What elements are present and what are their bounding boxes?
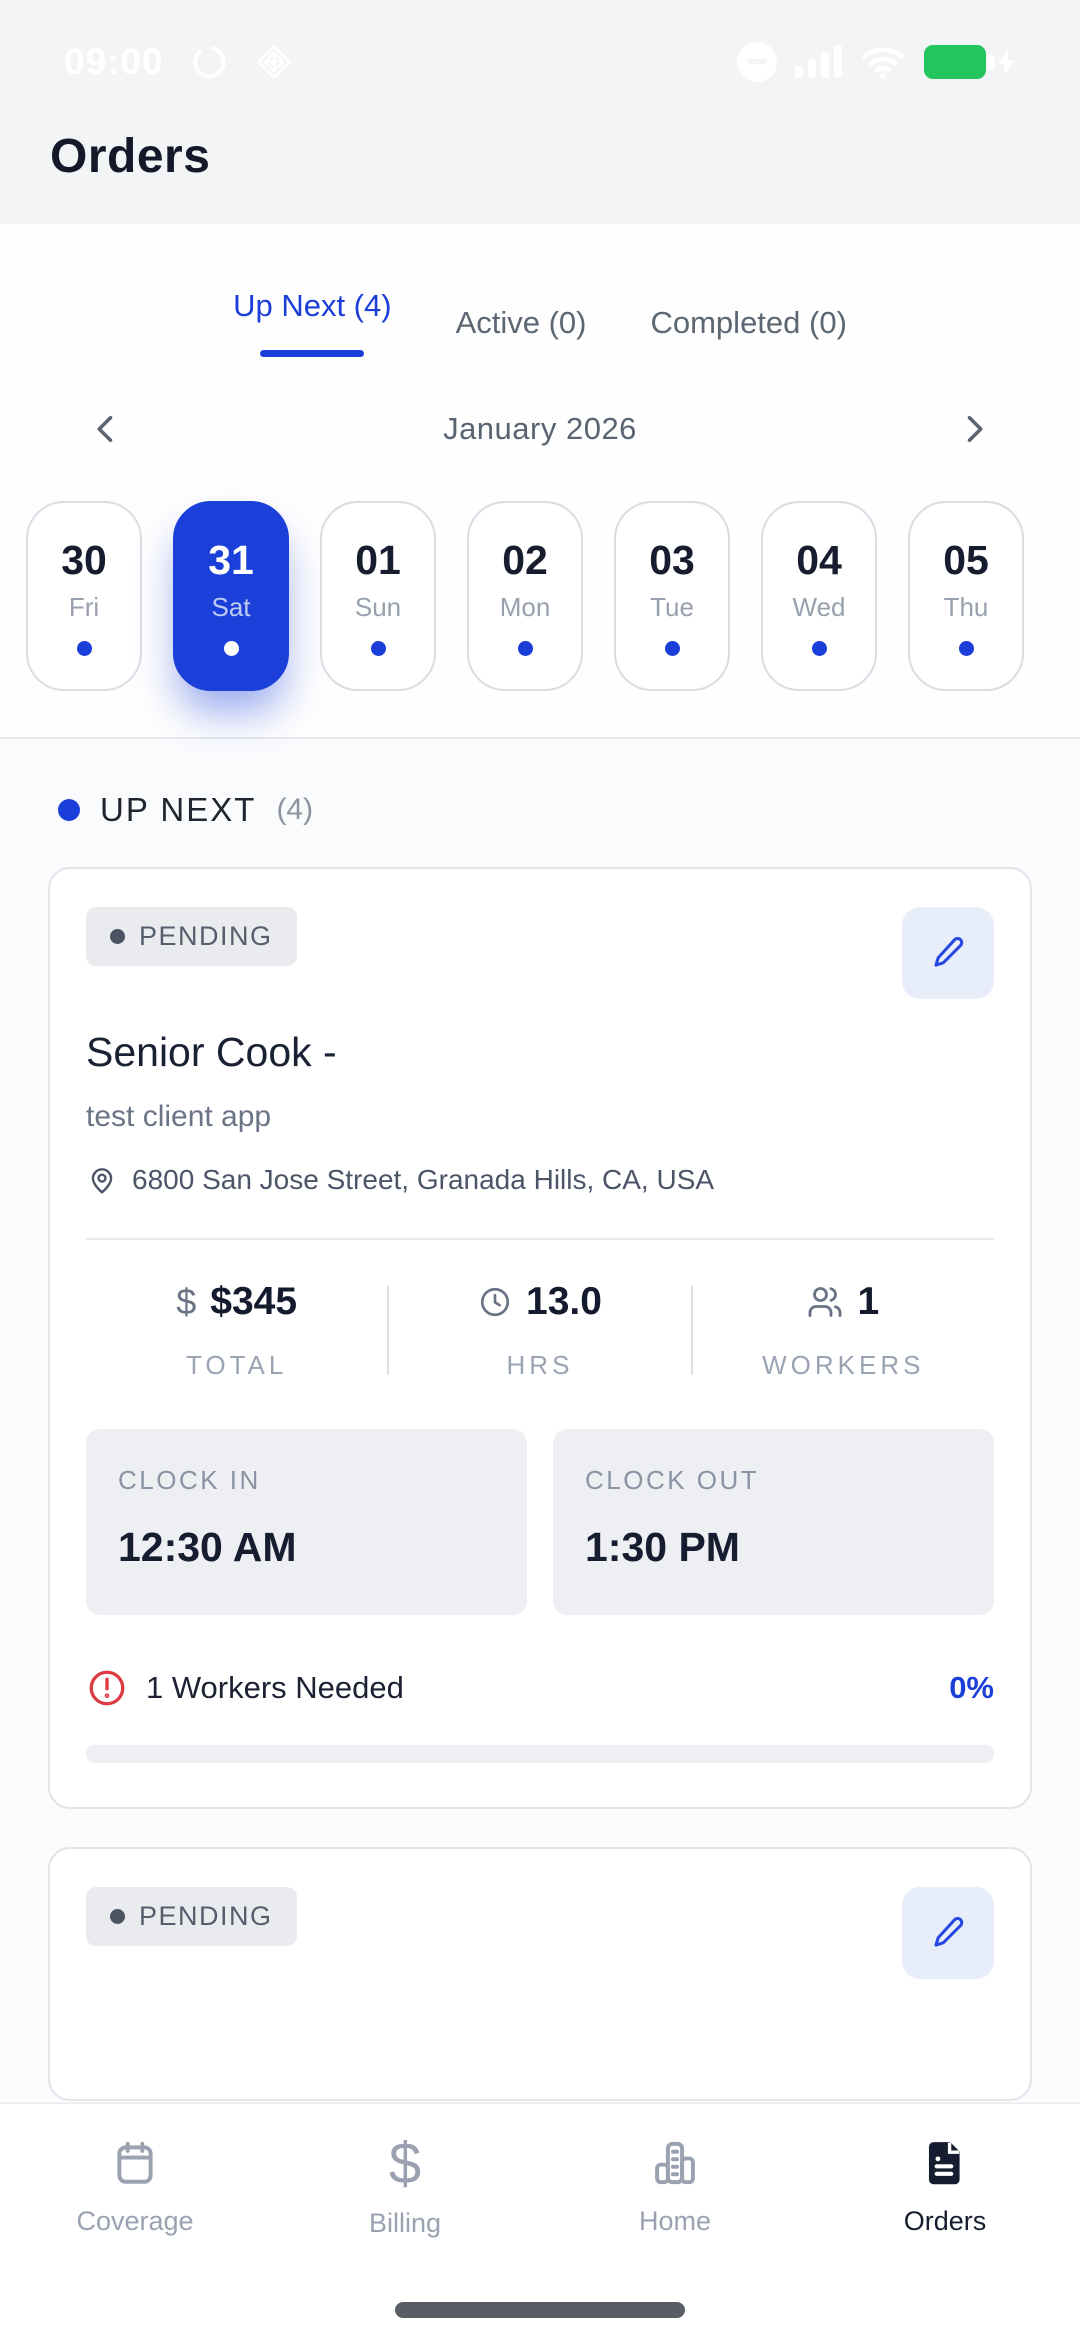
section-dot-icon [58,799,80,821]
clock-times: CLOCK IN 12:30 AM CLOCK OUT 1:30 PM [86,1429,994,1615]
edit-order-button[interactable] [902,907,994,999]
battery-icon [924,44,1022,79]
stat-hours: 13.0 HRS [389,1280,690,1381]
status-dot-icon [110,1909,125,1924]
status-dot-icon [110,929,125,944]
clock-out-box: CLOCK OUT 1:30 PM [553,1429,994,1615]
order-title: Senior Cook - [86,1029,337,1075]
status-badge: PENDING [86,1887,297,1946]
nav-item-billing[interactable]: $ Billing [270,2131,540,2340]
signal-icon [795,45,842,78]
billing-dollar-icon: $ [388,2131,422,2196]
has-orders-dot [517,640,533,656]
date-card-30-fri[interactable]: 30 Fri [26,501,142,691]
edit-order-button[interactable] [902,1887,994,1979]
stat-workers: 1 WORKERS [762,1280,925,1380]
orders-list: UP NEXT (4) PENDING Senior Cook - test c… [0,737,1080,2101]
fill-progress-bar [86,1745,994,1763]
month-navigator: January 2026 [0,411,1080,447]
section-header: UP NEXT (4) [48,791,1032,829]
loader-icon [190,43,228,81]
stat-separator [690,1286,693,1375]
stat-separator [387,1286,390,1375]
has-orders-dot [958,640,974,656]
home-building-icon [655,2141,695,2185]
has-orders-dot [664,640,680,656]
wifi-icon [860,43,906,81]
date-card-03-tue[interactable]: 03 Tue [614,501,730,691]
home-indicator[interactable] [395,2302,685,2318]
location-pin-icon [91,1168,113,1194]
date-card-02-mon[interactable]: 02 Mon [467,501,583,691]
order-location: 6800 San Jose Street, Granada Hills, CA,… [86,1164,994,1196]
has-orders-dot [223,640,239,656]
order-card[interactable]: PENDING Senior Cook - test client app 68… [48,867,1032,1809]
clock-time: 09:00 [64,40,164,82]
section-count: (4) [276,793,314,826]
nav-item-home[interactable]: Home [540,2138,810,2340]
workers-needed-row: 1 Workers Needed 0% [86,1667,994,1709]
prev-month-button[interactable] [88,411,124,447]
next-month-button[interactable] [956,411,992,447]
has-orders-dot [811,640,827,656]
workers-icon [809,1287,842,1317]
page-title: Orders [50,130,211,183]
clock-icon [480,1287,510,1317]
date-card-01-sun[interactable]: 01 Sun [320,501,436,691]
section-title: UP NEXT [100,791,257,828]
clock-in-box: CLOCK IN 12:30 AM [86,1429,527,1615]
date-card-04-wed[interactable]: 04 Wed [761,501,877,691]
workers-needed-text: 1 Workers Needed [146,1670,404,1705]
alert-icon [89,1670,125,1706]
order-card[interactable]: PENDING [48,1847,1032,2101]
active-tab-underline [260,350,365,357]
filters-band: Up Next (4) Active (0) Completed (0) Jan… [0,224,1080,737]
date-strip: 30 Fri 31 Sat 01 Sun 02 Mon 03 Tue [0,501,1080,691]
has-orders-dot [76,640,92,656]
has-orders-dot [370,640,386,656]
do-not-disturb-icon [737,41,777,82]
tab-completed[interactable]: Completed (0) [650,288,846,357]
status-bar: 09:00 [0,0,1080,105]
stat-total: $ $345 TOTAL [176,1280,298,1380]
nav-item-coverage[interactable]: Coverage [0,2138,270,2340]
top-area: 09:00 [0,0,1080,224]
dollar-icon: $ [176,1281,197,1322]
pencil-icon [934,937,964,967]
page-header: Orders [0,105,1080,224]
fill-percent: 0% [949,1670,994,1705]
date-card-31-sat-selected[interactable]: 31 Sat [173,501,289,691]
order-tabs: Up Next (4) Active (0) Completed (0) [0,224,1080,357]
orders-document-icon [928,2142,960,2185]
tab-active[interactable]: Active (0) [456,288,587,357]
order-client: test client app [86,1100,272,1133]
status-badge: PENDING [86,907,297,966]
order-stats: $ $345 TOTAL 13.0 HRS [86,1280,994,1381]
coverage-calendar-icon [117,2141,153,2184]
date-card-05-thu[interactable]: 05 Thu [908,501,1024,691]
tab-up-next[interactable]: Up Next (4) [233,288,392,357]
order-address: 6800 San Jose Street, Granada Hills, CA,… [132,1164,715,1195]
month-label: January 2026 [443,411,637,446]
bottom-navigation: Coverage $ Billing Home Orders [0,2102,1080,2340]
nav-item-orders[interactable]: Orders [810,2138,1080,2340]
diamond-icon [254,42,294,82]
pencil-icon [934,1917,964,1947]
card-divider [86,1238,994,1240]
